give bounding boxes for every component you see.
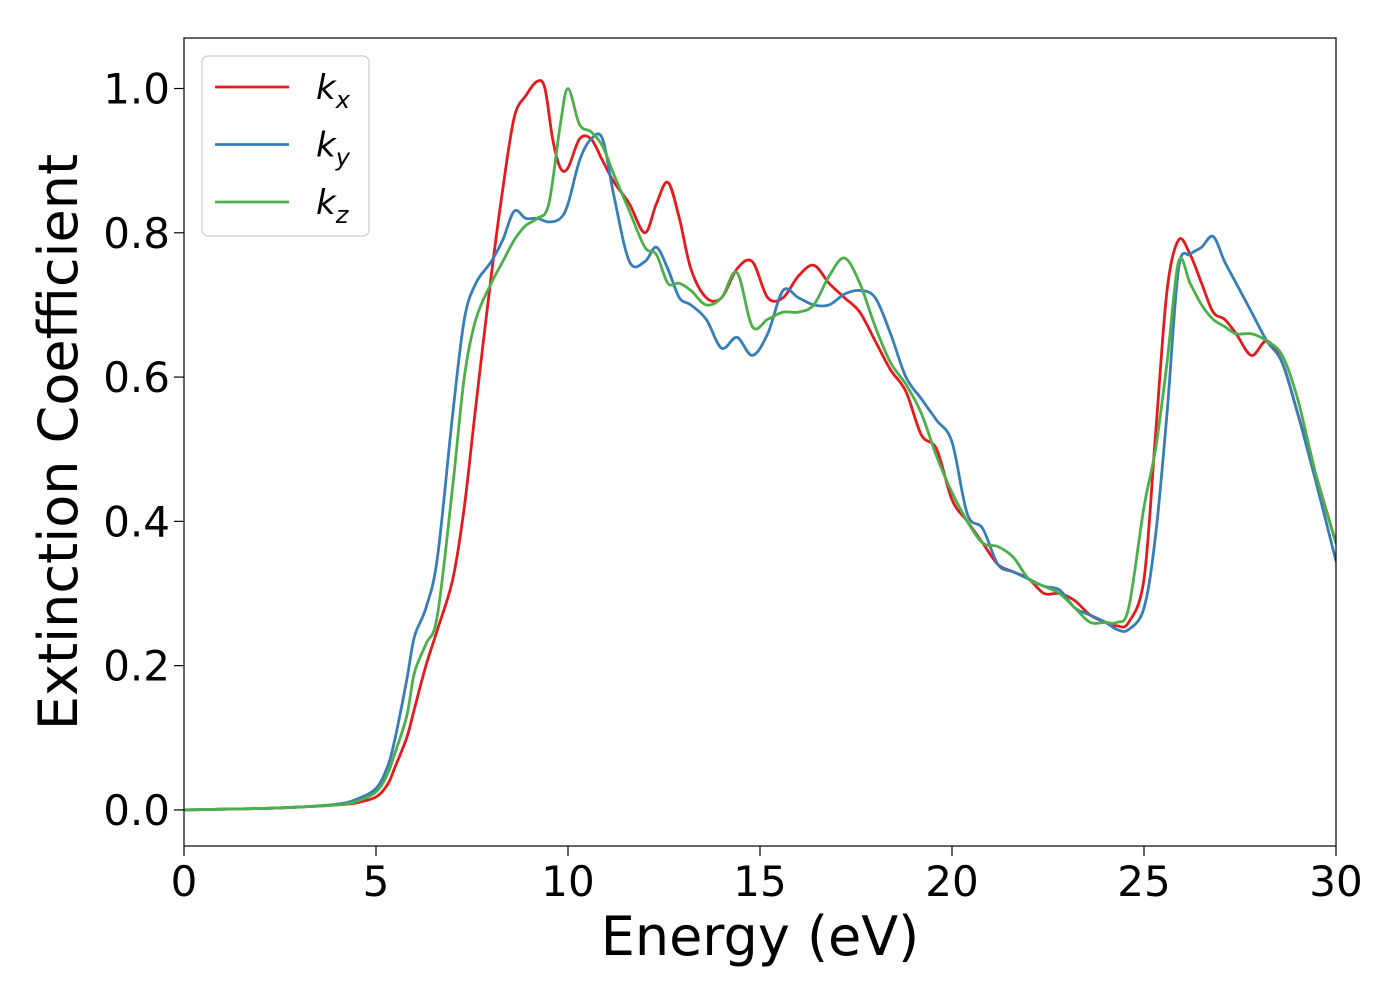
x-tick-label: 10 (541, 857, 594, 906)
y-tick-label: 0.4 (103, 497, 170, 546)
x-tick-label: 20 (925, 857, 978, 906)
x-axis-ticks: 0 5 10 15 20 25 30 (171, 846, 1363, 906)
series-line-kz (184, 87, 1336, 812)
y-tick-label: 0.2 (103, 642, 170, 691)
series-line-ky (184, 132, 1336, 812)
x-tick-label: 5 (363, 857, 390, 906)
y-tick-label: 0.8 (103, 209, 170, 258)
y-axis-ticks: 0.0 0.2 0.4 0.6 0.8 1.0 (103, 65, 184, 835)
x-axis-title: Energy (eV) (601, 905, 920, 968)
y-tick-label: 0.6 (103, 353, 170, 402)
legend-label-kz: kz (316, 183, 350, 229)
legend-label-kx: kx (316, 68, 351, 114)
x-tick-label: 30 (1309, 857, 1362, 906)
x-tick-label: 15 (733, 857, 786, 906)
y-tick-label: 1.0 (103, 65, 170, 114)
series-layer (184, 79, 1336, 812)
legend-label-ky: ky (316, 126, 351, 172)
x-tick-label: 25 (1117, 857, 1170, 906)
x-tick-label: 0 (171, 857, 198, 906)
series-line-kx (184, 79, 1336, 812)
legend-box (201, 55, 370, 237)
y-tick-label: 0.0 (103, 786, 170, 835)
legend: kx ky kz (201, 55, 370, 237)
y-axis-title: Extinction Coefficient (27, 154, 90, 730)
